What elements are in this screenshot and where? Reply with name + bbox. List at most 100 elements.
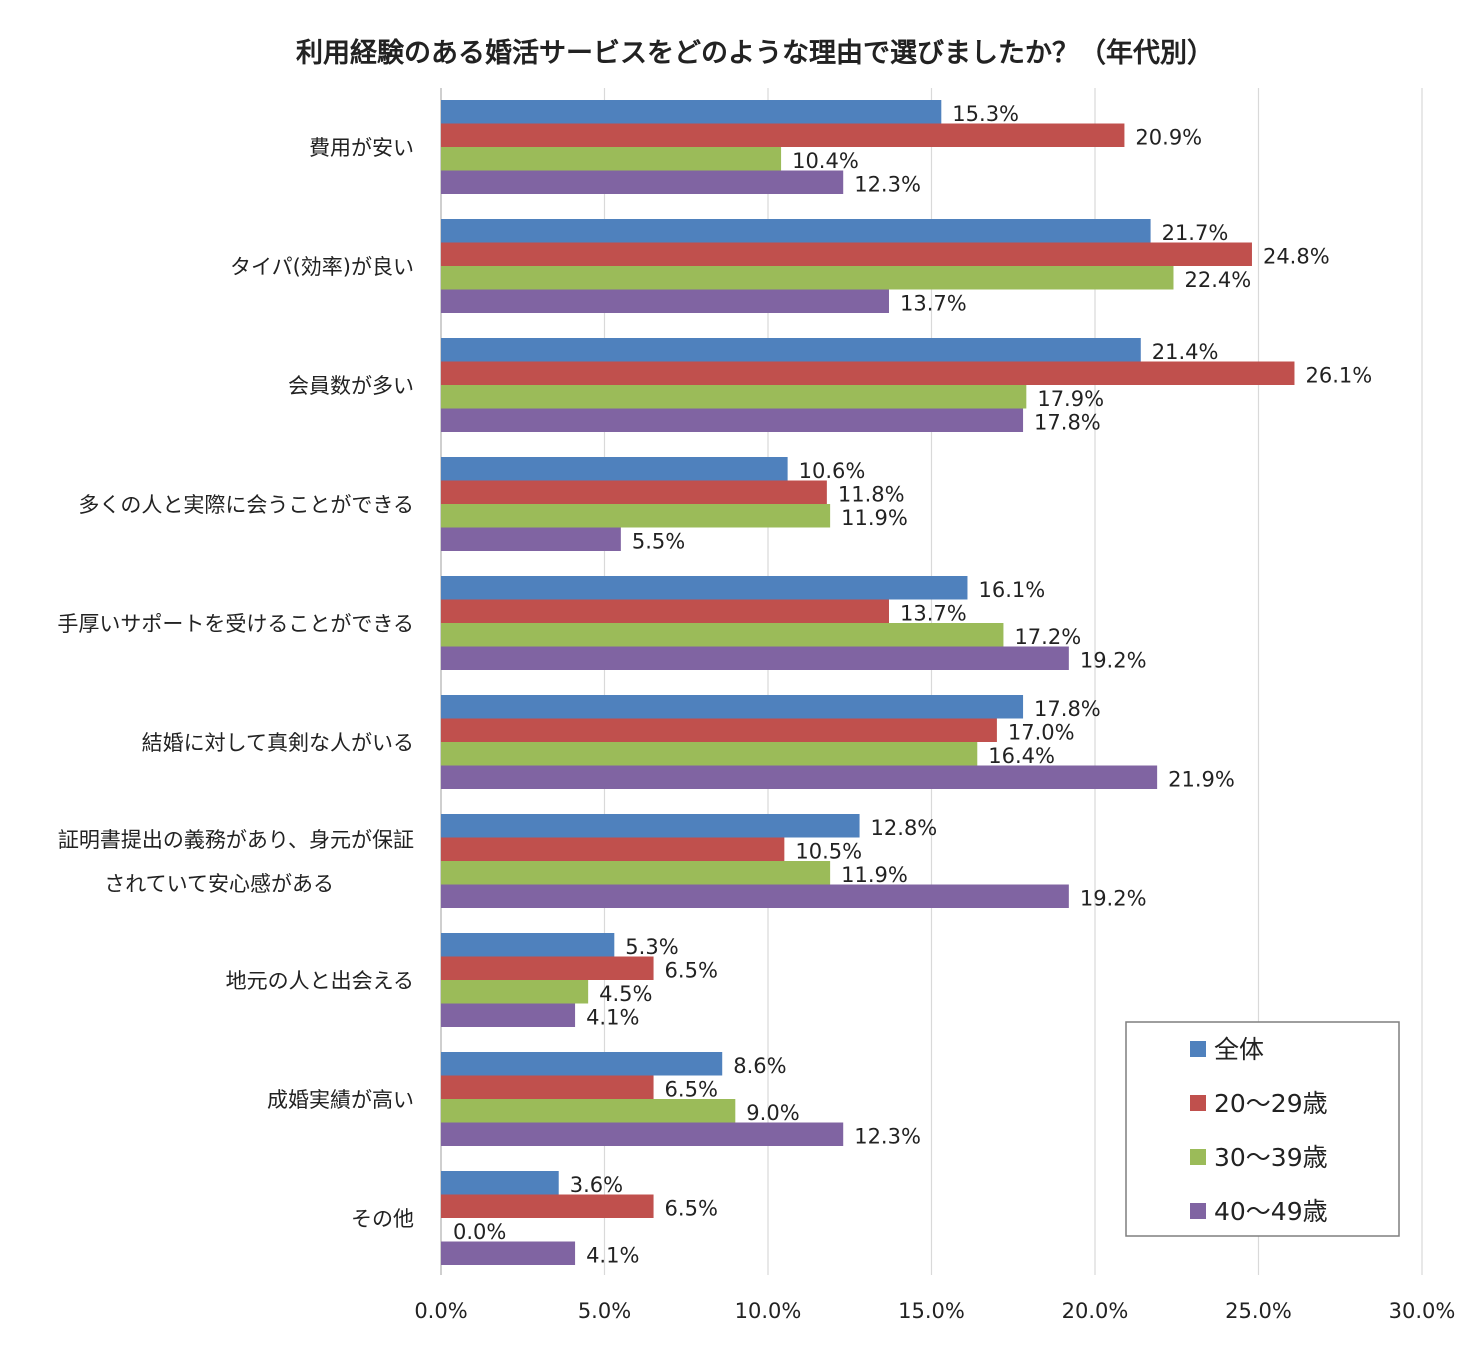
data-label: 6.5% <box>665 1196 718 1220</box>
category-label: その他 <box>351 1207 414 1231</box>
x-tick-label: 25.0% <box>1225 1299 1292 1323</box>
data-label: 11.8% <box>838 482 905 506</box>
bar <box>441 408 1024 432</box>
bar <box>441 361 1295 385</box>
bar <box>441 123 1125 147</box>
bar <box>441 242 1252 266</box>
legend-label: 30～39歳 <box>1214 1143 1328 1172</box>
x-tick-label: 0.0% <box>414 1299 467 1323</box>
bar <box>441 718 997 742</box>
bar <box>441 100 942 124</box>
data-label: 26.1% <box>1305 363 1372 387</box>
legend-swatch <box>1190 1149 1206 1165</box>
category-label: されていて安心感がある <box>104 872 334 896</box>
bar <box>441 980 589 1004</box>
data-label: 19.2% <box>1080 648 1147 672</box>
data-label: 11.9% <box>841 863 908 887</box>
x-tick-label: 10.0% <box>735 1299 802 1323</box>
category-label: 多くの人と実際に会うことができる <box>78 493 414 517</box>
bar <box>441 170 844 194</box>
data-label: 16.1% <box>978 578 1045 602</box>
category-label: 会員数が多い <box>288 374 414 398</box>
category-label: 地元の人と出会える <box>226 969 414 993</box>
data-label: 4.5% <box>599 982 652 1006</box>
data-label: 3.6% <box>570 1173 623 1197</box>
x-tick-label: 30.0% <box>1389 1299 1456 1323</box>
bar <box>441 837 785 861</box>
data-label: 19.2% <box>1080 886 1147 910</box>
x-tick-label: 20.0% <box>1062 1299 1129 1323</box>
bar <box>441 861 831 885</box>
category-label: 成婚実績が高い <box>267 1088 414 1112</box>
data-label: 4.1% <box>586 1005 639 1029</box>
data-label: 6.5% <box>665 1077 718 1101</box>
bar <box>441 1171 559 1195</box>
bar <box>441 147 782 171</box>
bar <box>441 623 1004 647</box>
data-label: 9.0% <box>746 1101 799 1125</box>
data-label: 17.8% <box>1034 697 1101 721</box>
bar <box>441 504 831 528</box>
data-label: 17.9% <box>1037 387 1104 411</box>
legend-swatch <box>1190 1203 1206 1219</box>
legend-box <box>1125 1021 1400 1237</box>
bar <box>441 480 827 504</box>
bar <box>441 266 1174 290</box>
legend-swatch <box>1190 1041 1206 1057</box>
bar <box>441 338 1141 362</box>
bar <box>441 457 788 481</box>
data-label: 10.4% <box>792 149 859 173</box>
x-tick-label: 5.0% <box>578 1299 631 1323</box>
bar <box>441 814 860 838</box>
bar <box>441 1194 654 1218</box>
data-label: 5.3% <box>625 935 678 959</box>
data-label: 15.3% <box>952 102 1019 126</box>
data-label: 21.9% <box>1168 767 1235 791</box>
data-label: 21.4% <box>1152 340 1219 364</box>
category-label: 手厚いサポートを受けることができる <box>57 612 414 636</box>
bar <box>441 884 1069 908</box>
bar <box>441 1122 844 1146</box>
data-label: 12.3% <box>854 1124 921 1148</box>
data-label: 13.7% <box>900 601 967 625</box>
data-label: 16.4% <box>988 744 1055 768</box>
data-label: 21.7% <box>1162 221 1229 245</box>
bar <box>441 956 654 980</box>
legend-label: 40～49歳 <box>1214 1197 1328 1226</box>
category-label: 証明書提出の義務があり、身元が保証 <box>58 828 414 852</box>
bar <box>441 933 615 957</box>
bar <box>441 1052 723 1076</box>
data-label: 20.9% <box>1135 125 1202 149</box>
data-label: 0.0% <box>453 1220 506 1244</box>
bar <box>441 742 978 766</box>
category-labels: 費用が安いタイパ(効率)が良い会員数が多い多くの人と実際に会うことができる手厚い… <box>57 136 414 1231</box>
data-label: 10.5% <box>795 839 862 863</box>
legend-swatch <box>1190 1095 1206 1111</box>
bar <box>441 576 968 600</box>
legend-label: 全体 <box>1214 1035 1264 1064</box>
data-label: 4.1% <box>586 1243 639 1267</box>
data-label: 12.8% <box>871 816 938 840</box>
x-axis-ticks: 0.0% 5.0% 10.0% 15.0% 20.0% 25.0% 30.0% <box>414 1299 1455 1323</box>
data-label: 11.9% <box>841 506 908 530</box>
bar <box>441 646 1069 670</box>
bar <box>441 1003 576 1027</box>
bar <box>441 289 889 313</box>
bar <box>441 385 1027 409</box>
data-label: 12.3% <box>854 172 921 196</box>
data-label: 17.0% <box>1008 720 1075 744</box>
data-label: 5.5% <box>632 529 685 553</box>
bar <box>441 765 1158 789</box>
legend: 全体 20～29歳 30～39歳 40～49歳 <box>1125 1021 1400 1237</box>
data-label: 13.7% <box>900 291 967 315</box>
category-label: 結婚に対して真剣な人がいる <box>142 731 414 755</box>
data-labels: 15.3%20.9%10.4%12.3%21.7%24.8%22.4%13.7%… <box>453 102 1372 1268</box>
category-label: 費用が安い <box>309 136 414 160</box>
data-label: 24.8% <box>1263 244 1330 268</box>
bars <box>441 100 1295 1265</box>
data-label: 6.5% <box>665 958 718 982</box>
bar <box>441 1099 736 1123</box>
legend-label: 20～29歳 <box>1214 1089 1328 1118</box>
bar <box>441 1241 576 1265</box>
